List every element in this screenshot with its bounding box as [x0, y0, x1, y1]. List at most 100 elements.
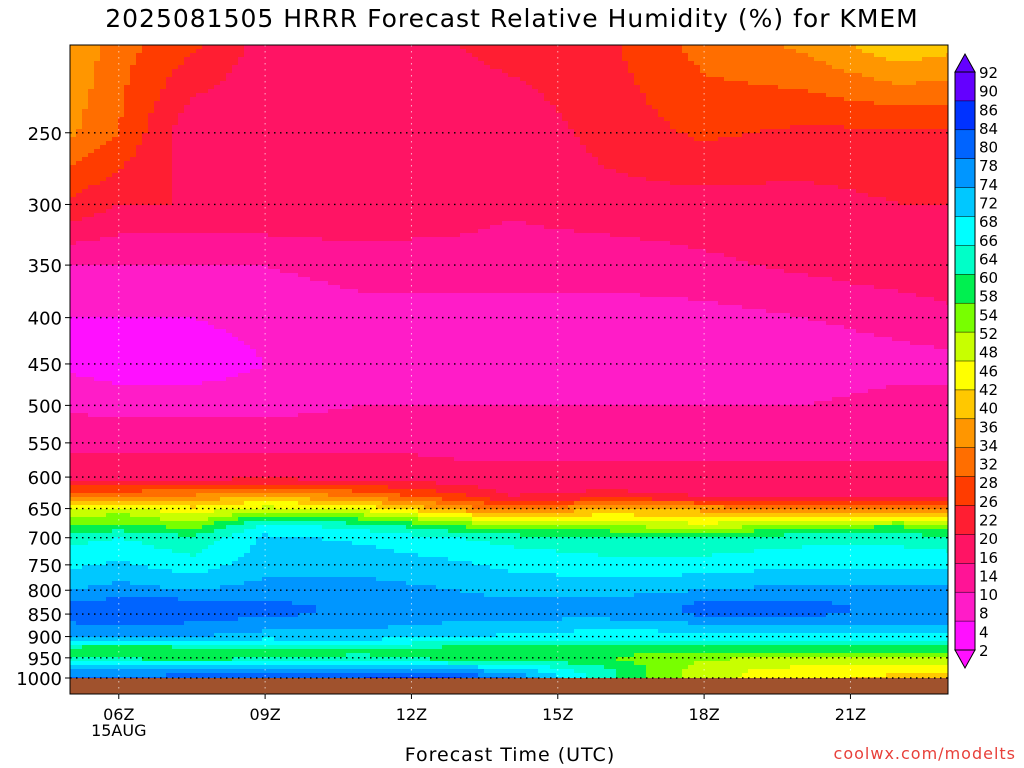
rh-cell [124, 485, 131, 490]
rh-cell [202, 193, 209, 198]
rh-cell [166, 57, 173, 62]
rh-cell [112, 57, 119, 62]
rh-cell [148, 445, 155, 450]
rh-cell [118, 173, 125, 178]
rh-cell [214, 157, 221, 162]
rh-cell [130, 185, 137, 190]
rh-cell [190, 265, 197, 270]
rh-cell [250, 545, 257, 550]
rh-cell [82, 185, 89, 190]
rh-cell [178, 413, 185, 418]
rh-cell [190, 509, 197, 514]
rh-cell [124, 221, 131, 226]
rh-cell [190, 89, 197, 94]
rh-cell [142, 361, 149, 366]
rh-cell [82, 541, 89, 546]
rh-cell [82, 329, 89, 334]
rh-cell [244, 425, 251, 430]
rh-cell [184, 513, 191, 518]
rh-cell [106, 501, 113, 506]
rh-cell [148, 537, 155, 542]
rh-cell [70, 597, 77, 602]
rh-cell [142, 373, 149, 378]
rh-cell [118, 221, 125, 226]
rh-cell [94, 429, 101, 434]
rh-cell [208, 193, 215, 198]
rh-cell [70, 393, 77, 398]
rh-cell [148, 101, 155, 106]
rh-cell [202, 677, 209, 679]
rh-cell [100, 545, 107, 550]
rh-cell [82, 113, 89, 118]
rh-cell [142, 425, 149, 430]
rh-cell [214, 677, 221, 679]
rh-cell [118, 53, 125, 58]
rh-cell [220, 617, 227, 622]
rh-cell [214, 305, 221, 310]
rh-cell [142, 205, 149, 210]
rh-cell [100, 653, 107, 658]
rh-cell [226, 285, 233, 290]
rh-cell [94, 325, 101, 330]
rh-cell [148, 65, 155, 70]
rh-cell [82, 477, 89, 482]
rh-cell [160, 369, 167, 374]
rh-cell [244, 297, 251, 302]
rh-cell [220, 241, 227, 246]
rh-cell [220, 585, 227, 590]
rh-cell [226, 297, 233, 302]
rh-cell [178, 409, 185, 414]
rh-cell [184, 285, 191, 290]
rh-cell [94, 489, 101, 494]
rh-cell [184, 393, 191, 398]
rh-cell [226, 313, 233, 318]
rh-cell [184, 253, 191, 258]
rh-cell [202, 641, 209, 646]
rh-cell [184, 153, 191, 158]
rh-cell [94, 149, 101, 154]
rh-cell [76, 517, 83, 522]
rh-cell [124, 317, 131, 322]
rh-cell [238, 529, 245, 534]
rh-cell [88, 457, 95, 462]
rh-cell [244, 233, 251, 238]
rh-cell [70, 333, 77, 338]
rh-cell [94, 677, 101, 679]
rh-cell [94, 597, 101, 602]
rh-cell [184, 121, 191, 126]
rh-cell [226, 473, 233, 478]
rh-cell [148, 149, 155, 154]
rh-cell [136, 185, 143, 190]
rh-cell [238, 537, 245, 542]
rh-cell [256, 297, 263, 302]
rh-cell [160, 477, 167, 482]
rh-cell [88, 329, 95, 334]
rh-cell [136, 629, 143, 634]
rh-cell [118, 469, 125, 474]
rh-cell [226, 249, 233, 254]
rh-cell [184, 165, 191, 170]
rh-cell [118, 225, 125, 230]
rh-cell [88, 341, 95, 346]
rh-cell [148, 281, 155, 286]
rh-cell [202, 393, 209, 398]
rh-cell [232, 369, 239, 374]
rh-cell [172, 245, 179, 250]
rh-cell [130, 629, 137, 634]
rh-cell [244, 45, 251, 50]
rh-cell [202, 45, 209, 50]
rh-cell [178, 609, 185, 614]
rh-cell [172, 149, 179, 154]
rh-cell [208, 525, 215, 530]
rh-cell [226, 601, 233, 606]
rh-cell [256, 105, 263, 110]
rh-cell [256, 61, 263, 66]
rh-cell [142, 437, 149, 442]
rh-cell [184, 69, 191, 74]
rh-cell [208, 61, 215, 66]
rh-cell [214, 609, 221, 614]
rh-cell [178, 509, 185, 514]
rh-cell [256, 209, 263, 214]
rh-cell [190, 605, 197, 610]
rh-cell [70, 625, 77, 630]
